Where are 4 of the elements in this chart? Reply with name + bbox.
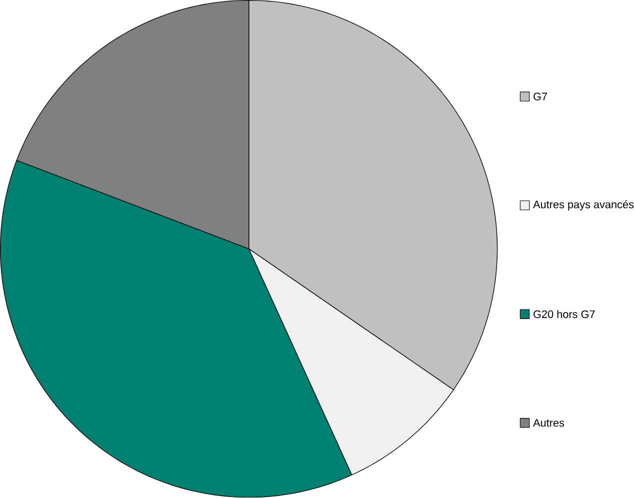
legend-label: G20 hors G7 [534, 310, 595, 318]
legend-label: Autres [533, 419, 564, 427]
legend-label: Autres pays avancés [533, 200, 634, 211]
legend-label: G7 [534, 92, 547, 101]
